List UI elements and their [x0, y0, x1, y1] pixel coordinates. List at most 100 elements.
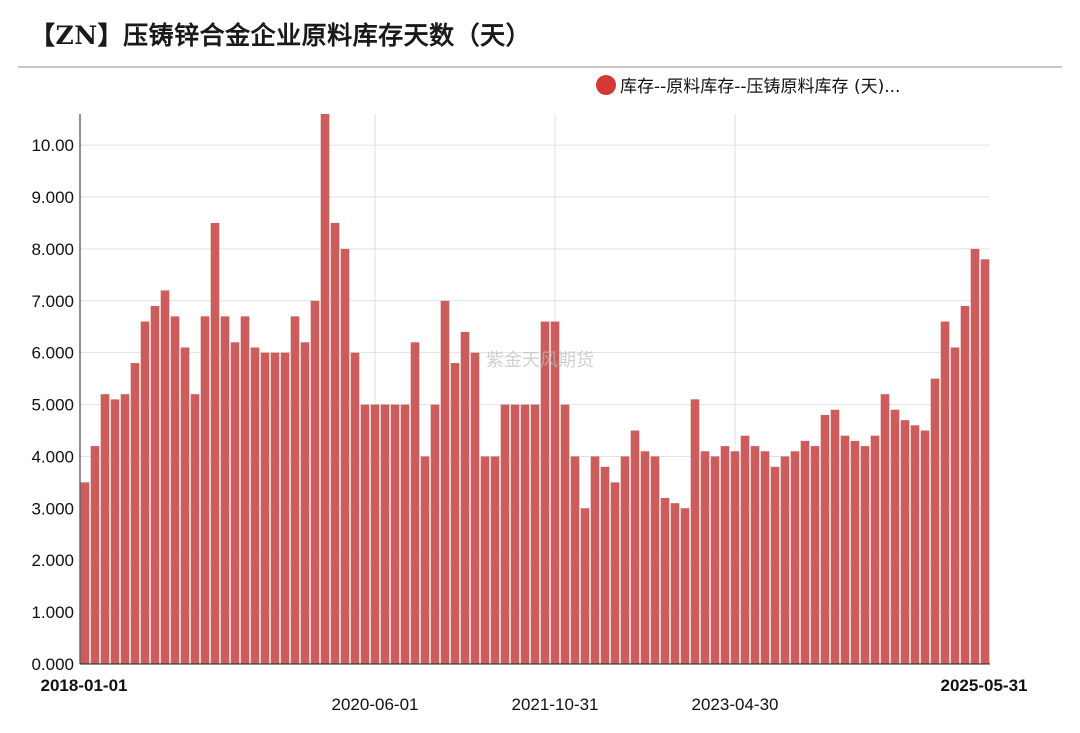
- bar: [710, 456, 720, 664]
- bar: [390, 404, 400, 664]
- watermark: 紫金天风期货: [486, 350, 594, 371]
- bar: [900, 420, 910, 664]
- y-tick-label: 6.000: [31, 344, 74, 363]
- legend-label: 库存--原料库存--压铸原料库存 (天)...: [620, 77, 901, 97]
- bar: [340, 248, 350, 665]
- bar: [360, 404, 370, 664]
- bar: [490, 456, 500, 664]
- bar: [370, 404, 380, 664]
- bar: [690, 399, 700, 664]
- bar: [810, 446, 820, 664]
- y-tick-label: 10.00: [31, 136, 74, 155]
- bar: [270, 352, 280, 664]
- x-end-label: 2025-05-31: [941, 676, 1028, 695]
- bar: [630, 430, 640, 664]
- y-tick-label: 3.000: [31, 499, 74, 518]
- bar: [930, 378, 940, 664]
- bar-series: [80, 114, 990, 665]
- bar: [530, 404, 540, 664]
- bar: [790, 451, 800, 664]
- bar: [250, 347, 260, 664]
- bar: [540, 321, 550, 664]
- bar: [410, 342, 420, 664]
- bar: [130, 363, 140, 664]
- bar: [780, 456, 790, 664]
- bar: [320, 114, 330, 664]
- bar: [550, 321, 560, 664]
- bar: [830, 409, 840, 664]
- bar: [510, 404, 520, 664]
- x-tick-label: 2020-06-01: [332, 695, 419, 714]
- bar: [670, 503, 680, 664]
- bar: [560, 404, 570, 664]
- bar: [140, 321, 150, 664]
- bar: [730, 451, 740, 664]
- bar: [770, 466, 780, 664]
- y-tick-label: 9.000: [31, 188, 74, 207]
- axes: [79, 114, 990, 665]
- y-tick-label: 5.000: [31, 396, 74, 415]
- bar: [700, 451, 710, 664]
- bar: [160, 290, 170, 664]
- bar: [420, 456, 430, 664]
- bar: [110, 399, 120, 664]
- y-tick-label: 4.000: [31, 447, 74, 466]
- bar: [610, 482, 620, 664]
- y-tick-label: 0.000: [31, 655, 74, 674]
- bar: [680, 508, 690, 664]
- bar: [330, 222, 340, 664]
- title-divider: [18, 66, 1062, 68]
- bar: [650, 456, 660, 664]
- x-tick-label: 2023-04-30: [692, 695, 779, 714]
- bar: [880, 394, 890, 664]
- x-axis-labels: 2020-06-01 2021-10-31 2023-04-30 2018-01-01…: [41, 676, 1028, 714]
- bar: [910, 425, 920, 664]
- bar: [800, 440, 810, 664]
- y-tick-label: 8.000: [31, 240, 74, 259]
- bar: [100, 394, 110, 664]
- y-tick-label: 2.000: [31, 551, 74, 570]
- bar: [210, 222, 220, 664]
- x-start-label: 2018-01-01: [41, 676, 128, 695]
- bar: [600, 466, 610, 664]
- bar: [240, 316, 250, 664]
- bar: [300, 342, 310, 664]
- bar: [470, 352, 480, 664]
- bar: [740, 435, 750, 664]
- bar: [350, 352, 360, 664]
- bar: [380, 404, 390, 664]
- bar: [940, 321, 950, 664]
- legend[interactable]: 库存--原料库存--压铸原料库存 (天)...: [596, 72, 900, 97]
- bar: [580, 508, 590, 664]
- bar: [90, 446, 100, 664]
- bar: [860, 446, 870, 664]
- bar: [170, 316, 180, 664]
- bar: [850, 440, 860, 664]
- bar: [440, 300, 450, 664]
- bar: [230, 342, 240, 664]
- y-tick-label: 7.000: [31, 292, 74, 311]
- bar: [590, 456, 600, 664]
- bar: [760, 451, 770, 664]
- bar: [120, 394, 130, 664]
- bar: [520, 404, 530, 664]
- bar: [290, 316, 300, 664]
- bar: [980, 259, 990, 664]
- bar: [480, 456, 490, 664]
- bar: [620, 456, 630, 664]
- chart-title: 【ZN】压铸锌合金企业原料库存天数（天）: [30, 21, 532, 50]
- bar: [950, 347, 960, 664]
- y-axis-labels: 0.000 1.000 2.000 3.000 4.000 5.000 6.000 7.000…: [31, 136, 74, 674]
- bar: [750, 446, 760, 664]
- bar: [260, 352, 270, 664]
- bar: [870, 435, 880, 664]
- x-tick-label: 2021-10-31: [512, 695, 599, 714]
- bar: [200, 316, 210, 664]
- bar: [150, 305, 160, 664]
- bar: [460, 331, 470, 664]
- bar: [960, 305, 970, 664]
- bar: [570, 456, 580, 664]
- bar: [890, 409, 900, 664]
- bar: [310, 300, 320, 664]
